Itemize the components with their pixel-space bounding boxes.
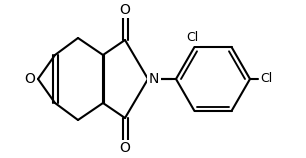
Text: N: N — [149, 72, 159, 86]
Text: O: O — [24, 72, 35, 86]
Text: Cl: Cl — [260, 73, 272, 85]
Text: O: O — [120, 3, 130, 17]
Text: O: O — [120, 141, 130, 155]
Text: Cl: Cl — [186, 31, 199, 44]
